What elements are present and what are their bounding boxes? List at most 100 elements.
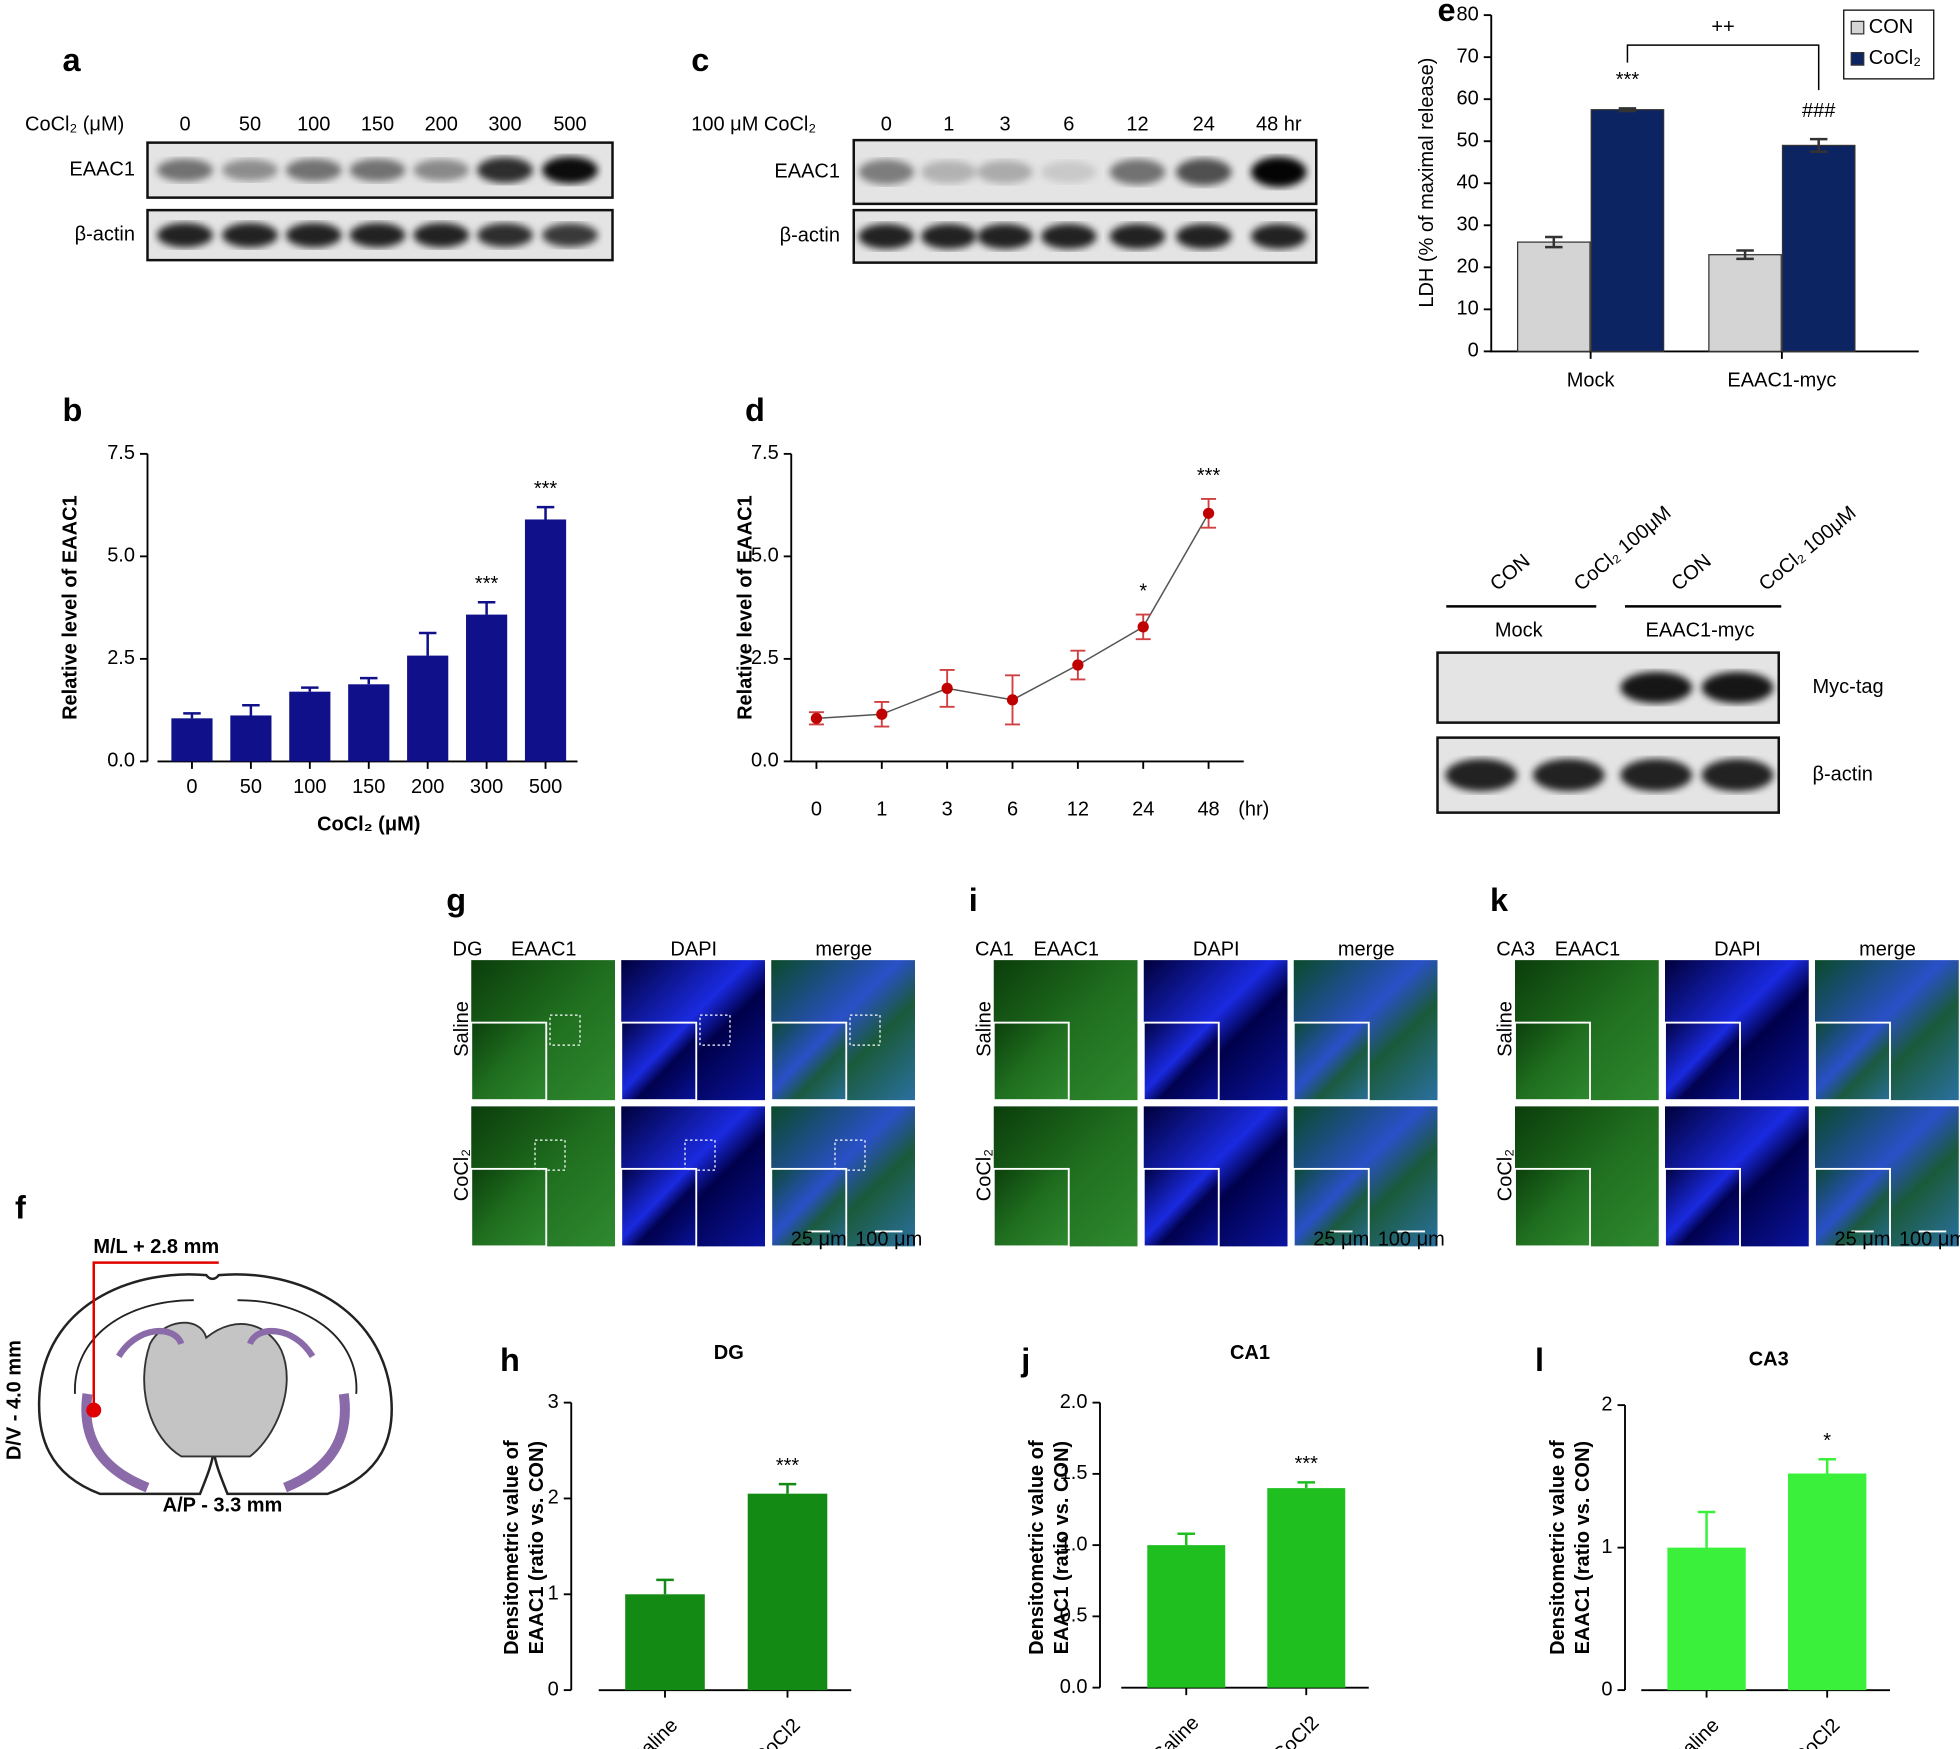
error-bar — [1736, 249, 1754, 261]
blot-band — [542, 223, 598, 247]
panel-letter: b — [63, 392, 83, 428]
y-tick-label: 1.5 — [1060, 1462, 1088, 1484]
blot-band — [157, 222, 213, 248]
x-tick-label: CoCl2 — [750, 1714, 805, 1749]
bar — [230, 715, 272, 762]
y-tick-label: 0 — [1601, 1678, 1612, 1700]
y-tick-label: 5.0 — [107, 545, 135, 567]
y-tick-label: 0.0 — [107, 750, 135, 772]
chart-title: DG — [714, 1342, 744, 1364]
column-label: merge — [1859, 938, 1916, 960]
bar — [524, 519, 567, 762]
legend-label: CON — [1869, 16, 1913, 38]
column-label: merge — [815, 938, 872, 960]
bar — [625, 1594, 705, 1691]
blot-band — [921, 160, 977, 184]
y-axis-label: EAAC1 (ratio vs. CON) — [526, 1441, 548, 1654]
y-tick-label: 2 — [1601, 1393, 1612, 1415]
lane-label: CoCl₂ 100μM — [1755, 502, 1861, 596]
roi-box — [534, 1139, 566, 1171]
lane-label: CON — [1486, 550, 1534, 595]
blot-band — [921, 223, 977, 250]
significance-label: *** — [534, 478, 558, 500]
error-bar — [1297, 1481, 1315, 1489]
inset — [1292, 1167, 1370, 1248]
y-tick-label: 1 — [548, 1583, 559, 1605]
y-axis-label: Densitometric value of — [1547, 1440, 1569, 1655]
lane-label: 24 — [1193, 113, 1215, 135]
panel-letter: h — [500, 1342, 520, 1378]
y-tick-label: 20 — [1457, 256, 1479, 278]
x-tick-label: 1 — [876, 798, 887, 820]
blot-band — [1041, 223, 1097, 250]
inset — [620, 1021, 698, 1102]
blot-band — [1620, 758, 1693, 792]
row-label: EAAC1 — [69, 158, 135, 180]
y-axis-label: LDH (% of maximal release) — [1416, 58, 1438, 308]
lane-label: 6 — [1063, 113, 1074, 135]
x-tick-label: 48 — [1197, 798, 1219, 820]
column-label: EAAC1 — [1033, 938, 1099, 960]
blot-band — [413, 222, 470, 248]
panel-letter: e — [1438, 0, 1456, 28]
bar — [466, 614, 508, 762]
significance-label: *** — [475, 573, 499, 595]
lane-label: 48 hr — [1256, 113, 1302, 135]
error-bar — [1545, 235, 1563, 249]
inset — [470, 1167, 548, 1248]
point — [810, 712, 823, 724]
schematic-label: A/P - 3.3 mm — [163, 1495, 283, 1517]
scale-bar-label: 100 μm — [855, 1228, 922, 1250]
blot-band — [222, 159, 278, 181]
point — [876, 708, 888, 720]
error-bar — [477, 601, 496, 615]
y-axis-label: Relative level of EAAC1 — [735, 495, 757, 720]
roi-box — [684, 1139, 716, 1171]
schematic-label: D/V - 4.0 mm — [3, 1340, 25, 1460]
significance-label: *** — [776, 1455, 800, 1477]
blot-band — [1701, 671, 1774, 704]
brain-schematic — [37, 1261, 393, 1496]
bar — [407, 655, 449, 762]
y-tick-label: 10 — [1457, 298, 1479, 320]
x-tick-label: EAAC1-myc — [1727, 370, 1836, 392]
blot-band — [349, 222, 406, 248]
row-label: EAAC1 — [774, 160, 840, 182]
chart-title: CA3 — [1749, 1348, 1789, 1370]
row-label: β-actin — [780, 225, 840, 247]
lane-label: CON — [1667, 550, 1715, 595]
y-axis-label: EAAC1 (ratio vs. CON) — [1572, 1441, 1594, 1654]
blot-band — [858, 159, 914, 185]
chart-title: CA1 — [1230, 1342, 1270, 1364]
lane-label: 1 — [943, 113, 954, 135]
y-tick-label: 0.5 — [1060, 1605, 1088, 1627]
schematic-label: M/L + 2.8 mm — [93, 1236, 219, 1258]
group-label: Mock — [1495, 620, 1544, 642]
blot-band — [858, 223, 914, 250]
row-label: CoCl₂ — [451, 1149, 473, 1201]
blot-band — [1109, 223, 1166, 250]
error-bar — [536, 505, 555, 520]
treatment-label: CoCl₂ (μM) — [25, 113, 124, 135]
inset — [992, 1021, 1070, 1102]
blot-band — [477, 157, 533, 183]
inset — [620, 1167, 698, 1248]
point — [1202, 507, 1215, 519]
x-tick-label: 0 — [811, 798, 822, 820]
significance-label: ### — [1802, 100, 1836, 122]
inset — [1142, 1021, 1220, 1102]
y-axis-label: Densitometric value of — [1026, 1440, 1048, 1655]
lane-label: 100 — [297, 113, 330, 135]
error-bar — [1818, 1458, 1836, 1474]
y-tick-label: 3 — [548, 1391, 559, 1413]
x-axis-unit: (hr) — [1238, 798, 1269, 820]
column-label: EAAC1 — [511, 938, 577, 960]
x-tick-label: 12 — [1067, 798, 1089, 820]
blot-band — [1701, 758, 1774, 792]
lane-label: 500 — [553, 113, 586, 135]
inset — [1664, 1167, 1741, 1248]
bar — [171, 718, 213, 762]
blot-band — [222, 222, 278, 248]
blot-band — [1532, 758, 1605, 792]
